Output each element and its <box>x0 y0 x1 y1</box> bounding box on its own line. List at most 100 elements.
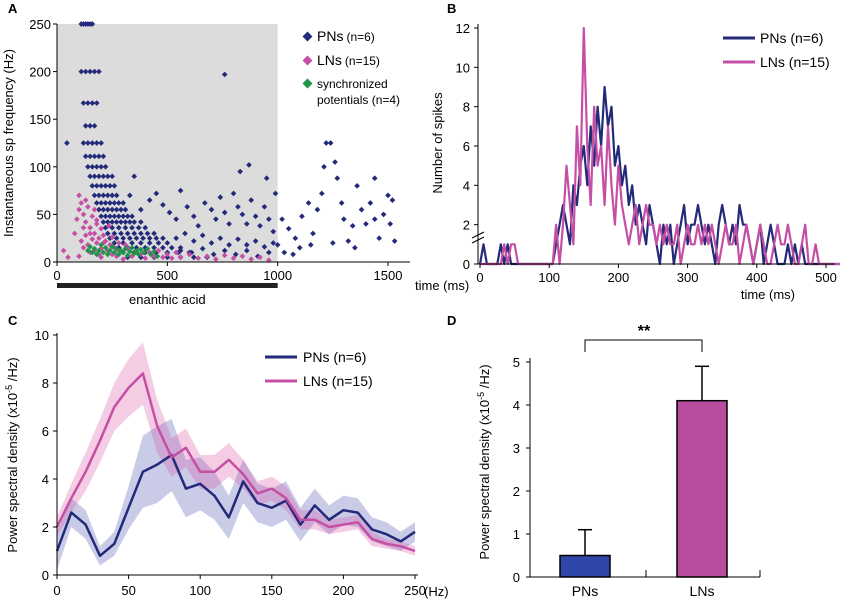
scatter-point-ln <box>82 232 89 239</box>
scatter-point-ln <box>248 256 255 262</box>
y-tick-label: 8 <box>42 376 49 391</box>
scatter-point-pn <box>89 183 96 189</box>
scatter-point-pn <box>142 224 149 231</box>
scatter-point-pn <box>385 192 391 199</box>
y-tick-label: 10 <box>35 328 49 343</box>
scatter-point-pn <box>111 230 118 237</box>
scatter-point-ln <box>115 240 122 246</box>
scatter-point-pn <box>87 173 93 180</box>
scatter-point-sync <box>96 247 102 254</box>
scatter-point-pn <box>102 183 109 189</box>
y-tick-label: 2 <box>42 520 49 535</box>
scatter-point-ln <box>160 254 166 261</box>
scatter-point-pn <box>177 187 184 194</box>
scatter-point-pn <box>104 192 111 199</box>
y-tick-label: 200 <box>29 65 51 80</box>
scatter-point-ln <box>78 200 85 206</box>
scatter-point-pn <box>261 203 268 210</box>
scatter-point-pn <box>285 225 292 232</box>
scatter-point-ln <box>91 206 98 213</box>
scatter-point-sync <box>113 245 120 252</box>
error-band-pn <box>57 419 415 571</box>
scatter-point-pn <box>252 238 259 244</box>
scatter-point-pn <box>107 183 113 189</box>
legend: PNs (n=6) LNs (n=15) <box>723 30 830 70</box>
scatter-point-sync <box>147 251 154 258</box>
scatter-point-pn <box>120 235 127 242</box>
scatter-point-pn <box>89 163 96 170</box>
scatter-point-pn <box>354 183 360 189</box>
y-tick-label: 4 <box>463 178 470 193</box>
x-tick-label: 300 <box>677 270 699 285</box>
error-band-ln <box>57 342 415 556</box>
scatter-point-pn <box>266 249 272 256</box>
scatter-point-pn <box>217 235 224 242</box>
scatter-point-ln <box>230 255 237 262</box>
scatter-point-ln <box>257 254 263 261</box>
x-ticks: 0 500 1000 1500 <box>53 262 402 283</box>
scatter-point-pn <box>89 100 96 106</box>
scatter-point-pn <box>129 224 135 231</box>
scatter-point-pn <box>91 123 98 129</box>
scatter-point-pn <box>82 123 89 129</box>
y-ticks: 0 2 4 6 8 10 <box>35 328 57 583</box>
scatter-point-ln <box>239 253 246 260</box>
scatter-point-pn <box>151 230 157 237</box>
scatter-point-pn <box>248 197 255 203</box>
scatter-point-pn <box>131 219 138 225</box>
x-tick-label: 1000 <box>263 268 292 283</box>
scatter-point-ln <box>76 206 82 213</box>
scatter-point-pn <box>243 221 250 227</box>
scatter-point-pn <box>270 228 277 235</box>
x-tick-label: 100 <box>189 583 211 598</box>
scatter-point-pn <box>213 216 219 222</box>
scatter-point-ln <box>186 251 193 258</box>
scatter-point-ln <box>80 224 87 231</box>
scatter-point-ln <box>87 230 93 237</box>
scatter-point-pn <box>138 219 144 225</box>
scatter-point-pn <box>226 242 232 248</box>
scatter-point-ln <box>155 247 162 254</box>
scatter-point-pn <box>272 190 279 197</box>
scatter-point-pn <box>98 140 104 146</box>
scatter-point-ln <box>93 221 100 227</box>
scatter-point-pn <box>164 240 171 246</box>
scatter-point-pn <box>100 173 107 180</box>
scatter-point-ln <box>177 254 184 261</box>
scatter-point-ln <box>142 255 149 262</box>
scatter-point-pn <box>221 71 228 78</box>
scatter-point-pn <box>113 192 120 199</box>
scatter-point-pn <box>87 68 93 75</box>
scatter-point-pn <box>120 213 127 220</box>
bar-lns <box>676 399 728 578</box>
scatter-point-pn <box>349 222 356 229</box>
scatter-point-pn <box>102 200 109 206</box>
scatter-point-ln <box>173 249 179 256</box>
scatter-point-pn <box>232 251 239 258</box>
scatter-point-pn <box>138 240 144 246</box>
scatter-point-pn <box>274 242 281 248</box>
scatter-point-pn <box>363 221 369 227</box>
scatter-point-pn <box>113 235 120 242</box>
scatter-point-pn <box>122 219 129 225</box>
scatter-point-pn <box>93 200 100 206</box>
scatter-point-pn <box>107 200 113 206</box>
scatter-point-pn <box>281 249 288 256</box>
scatter-point-pn <box>160 202 166 208</box>
scatter-point-pn <box>160 235 166 242</box>
panel-c-psd: 0 2 4 6 8 10 0 50 100 150 200 250 (Hz) Power spect… <box>4 328 449 599</box>
series-line-pn <box>55 453 416 558</box>
scatter-point-pn <box>115 200 122 206</box>
scatter-point-pn <box>321 163 327 170</box>
y-axis-label: Power spectral density (x10-5 /Hz) <box>4 357 20 552</box>
significance-marker: ** <box>638 323 651 340</box>
scatter-point-sync <box>129 244 135 251</box>
legend-marker-ln <box>302 55 313 66</box>
scatter-point-pn <box>358 206 365 213</box>
scatter-point-pn <box>310 230 316 237</box>
legend-label-pn: PNs (n=6) <box>317 28 375 44</box>
scatter-point-pn <box>131 230 138 237</box>
y-tick-label: 3 <box>513 441 520 456</box>
scatter-point-pn <box>243 247 250 254</box>
scatter-point-pn <box>391 238 398 244</box>
